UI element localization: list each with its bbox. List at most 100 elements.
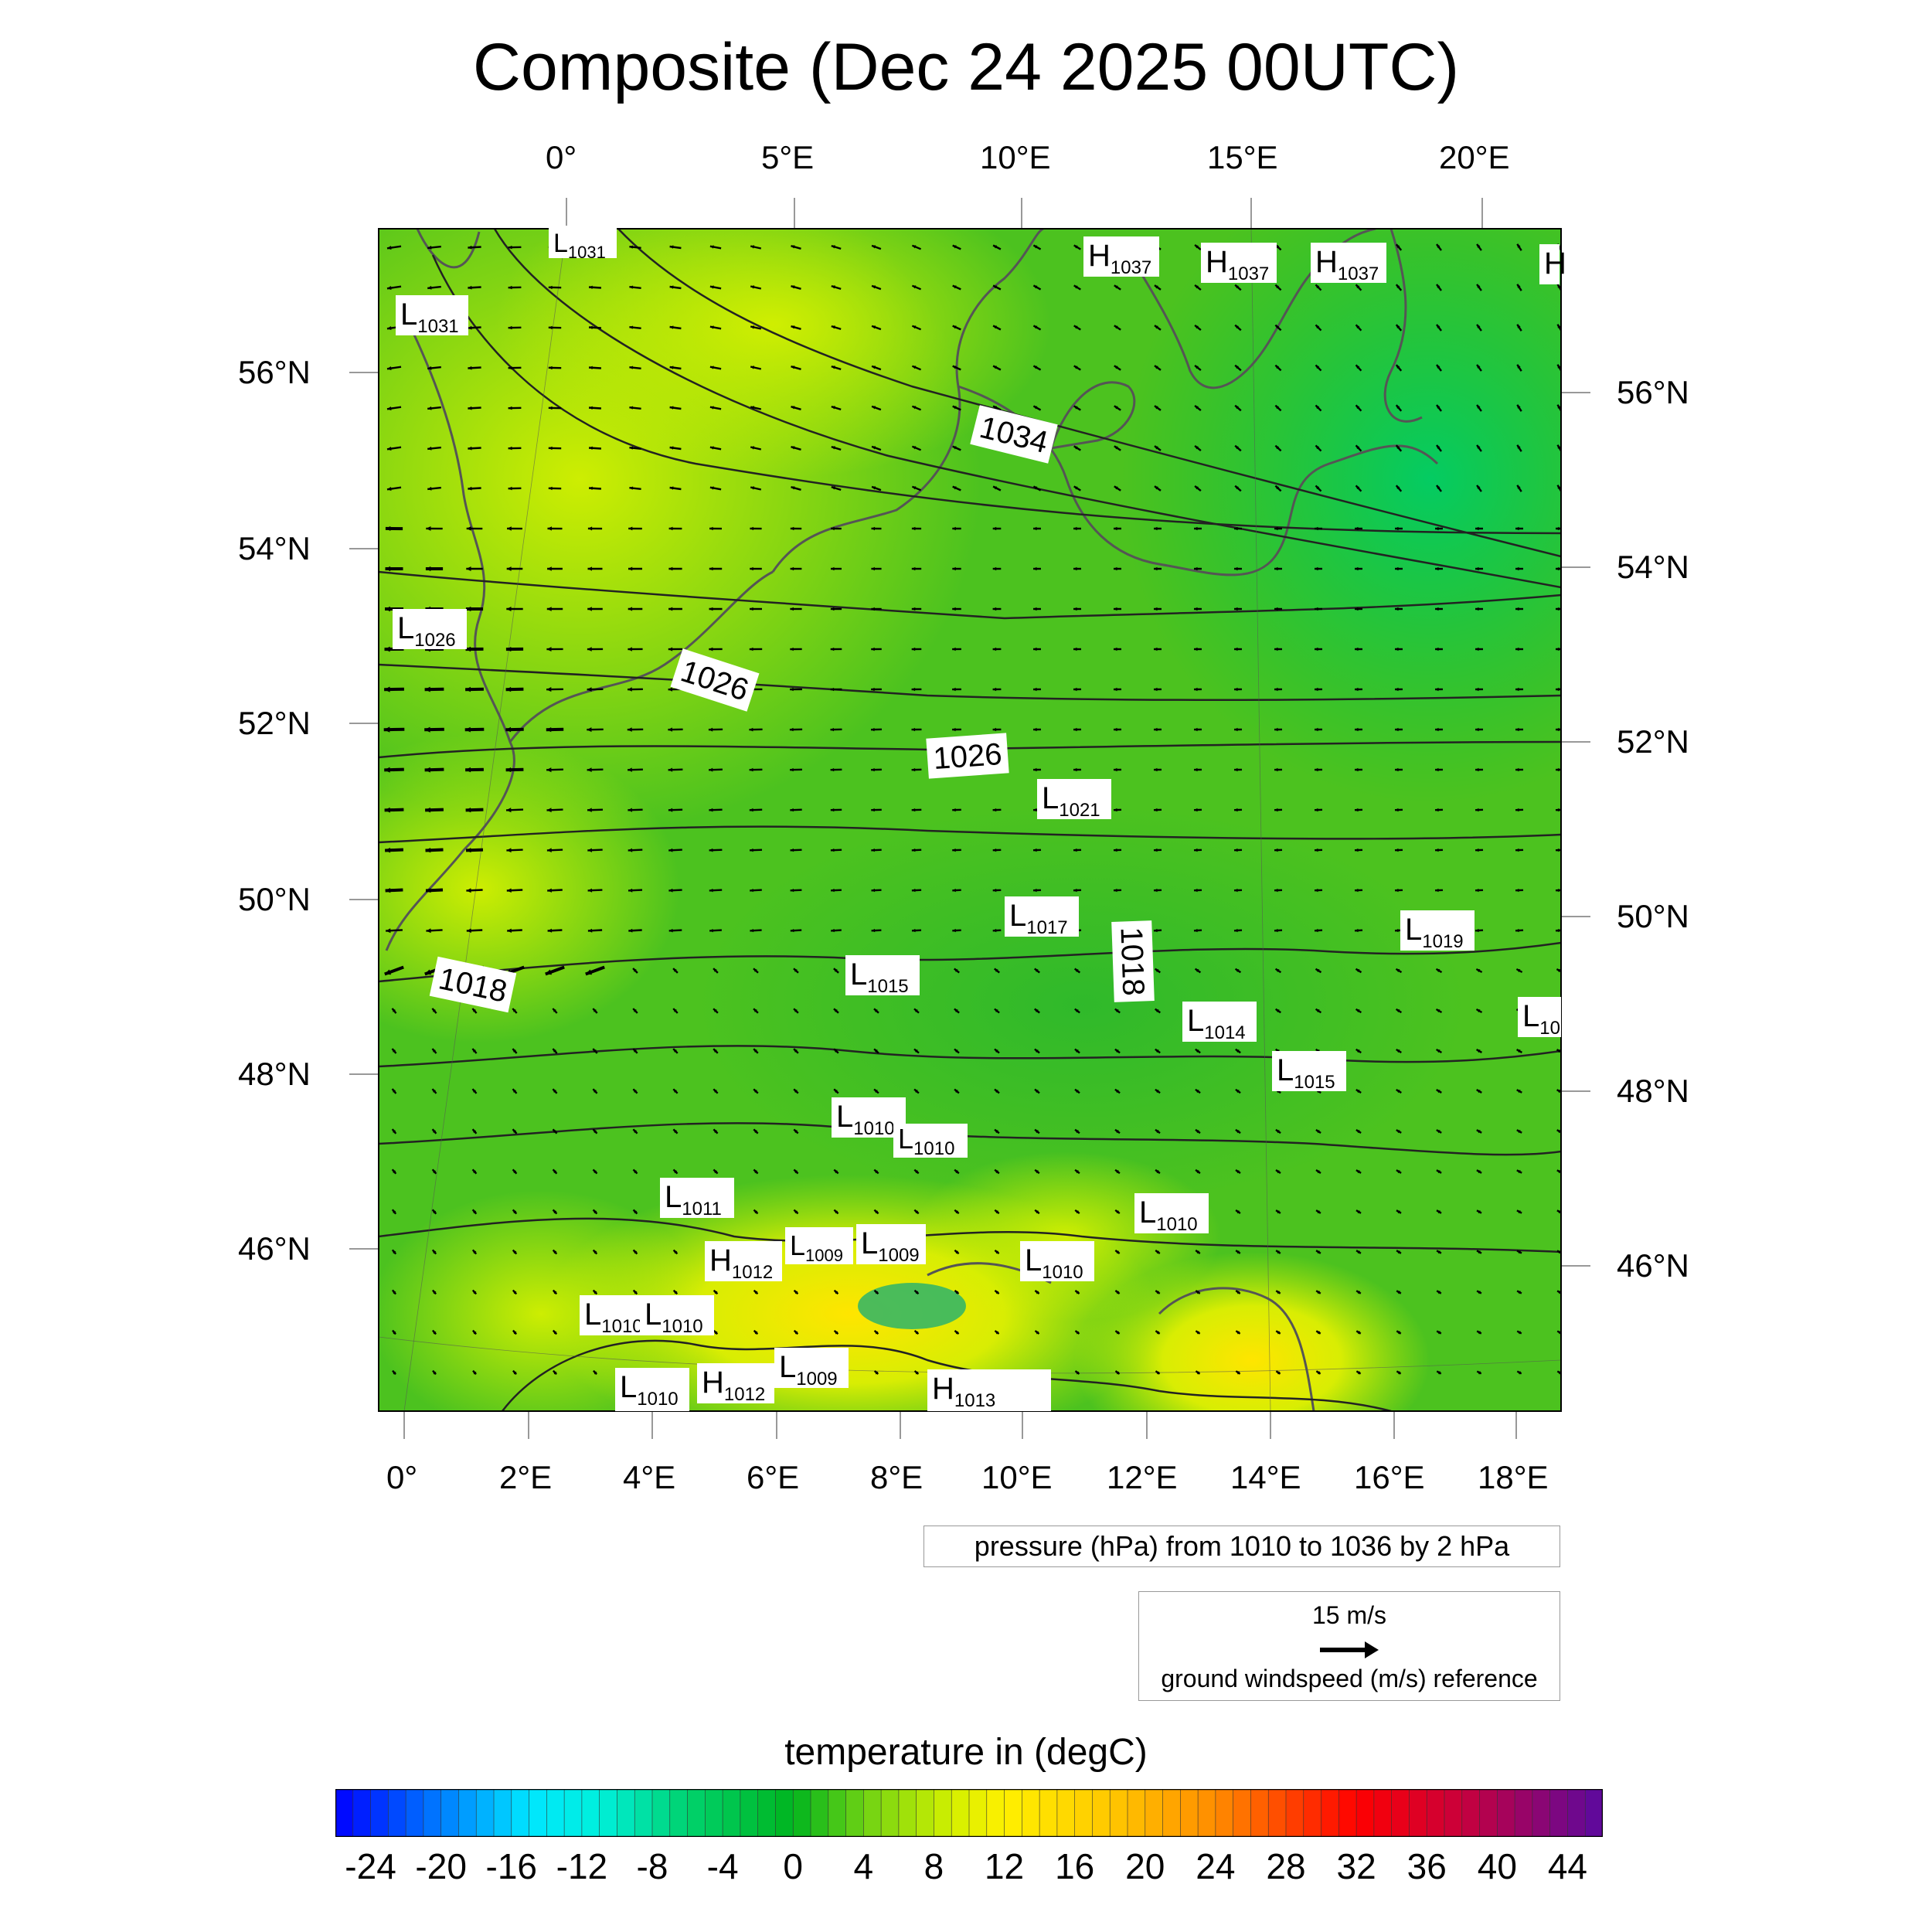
- wind-arrowhead: [954, 968, 958, 972]
- pressure-center-type: H: [1088, 239, 1111, 273]
- wind-arrowhead: [1276, 1250, 1281, 1254]
- wind-arrowhead: [1274, 607, 1278, 611]
- colorbar-tick-label: 8: [923, 1846, 944, 1886]
- wind-arrowhead: [432, 1129, 437, 1133]
- wind-arrowhead: [1073, 325, 1078, 329]
- wind-arrowhead: [387, 366, 392, 371]
- wind-arrowhead: [794, 1330, 798, 1335]
- pressure-center-type: L: [1405, 913, 1422, 947]
- wind-arrowhead: [709, 808, 713, 812]
- wind-arrowhead: [911, 808, 916, 812]
- pressure-center: H1037: [1201, 243, 1277, 284]
- wind-arrowhead: [1395, 566, 1399, 571]
- pressure-center-value: 1031: [417, 316, 458, 337]
- wind-arrowhead: [1396, 365, 1400, 369]
- map-title: Composite (Dec 24 2025 00UTC): [472, 30, 1460, 104]
- wind-arrowhead: [834, 1209, 838, 1214]
- wind-arrowhead: [1154, 526, 1158, 531]
- wind-arrowhead: [1033, 245, 1038, 249]
- wind-arrowhead: [1515, 848, 1519, 852]
- wind-arrowhead: [1234, 888, 1238, 893]
- wind-arrowhead: [831, 285, 835, 289]
- wind-arrowhead: [1155, 1129, 1159, 1134]
- wind-arrowhead: [1195, 1089, 1199, 1094]
- pressure-center-type: L: [1277, 1053, 1294, 1087]
- wind-arrowhead: [1155, 325, 1158, 329]
- wind-arrowhead: [1476, 1130, 1481, 1134]
- wind-arrowhead: [506, 888, 512, 893]
- wind-arrowhead: [1035, 1169, 1039, 1174]
- wind-arrowhead: [465, 646, 471, 652]
- isobar-label-text: 1026: [932, 737, 1003, 776]
- svg-text:H1037: H1037: [1206, 245, 1269, 284]
- wind-arrowhead: [629, 446, 634, 450]
- svg-text:L1009: L1009: [861, 1226, 920, 1266]
- wind-arrowhead: [1315, 808, 1318, 812]
- wind-arrowhead: [553, 1370, 557, 1375]
- colorbar-tick-label: 16: [1055, 1846, 1095, 1886]
- wind-arrowhead: [506, 808, 512, 813]
- wind-arrowhead: [995, 1250, 999, 1254]
- wind-arrowhead: [587, 767, 592, 772]
- wind-arrowhead: [750, 285, 755, 289]
- pressure-center-value: 1010: [601, 1316, 642, 1337]
- wind-arrowhead: [385, 847, 391, 853]
- left-lat-tick: 52°N: [238, 705, 311, 741]
- right-lat-tick: 54°N: [1617, 549, 1689, 585]
- wind-arrowhead: [387, 447, 392, 451]
- pressure-center-value: 1017: [1026, 917, 1067, 938]
- wind-arrowhead: [589, 325, 593, 329]
- wind-arrowhead: [1275, 1009, 1280, 1013]
- wind-arrowhead: [425, 848, 431, 853]
- wind-arrowhead: [1275, 485, 1280, 490]
- wind-arrowhead: [587, 928, 593, 933]
- wind-arrowhead: [553, 1009, 556, 1012]
- wind-arrowhead: [427, 486, 432, 491]
- wind-arrowhead: [1236, 1170, 1240, 1174]
- wind-arrowhead: [593, 1009, 597, 1012]
- wind-arrowhead: [831, 366, 835, 369]
- wind-arrowhead: [1114, 647, 1117, 651]
- wind-arrowhead: [1435, 647, 1439, 651]
- pressure-center-type: H: [1544, 247, 1566, 281]
- colorbar-tick-label: 12: [984, 1846, 1025, 1886]
- colorbar-cell: [1355, 1789, 1375, 1837]
- wind-arrowhead: [834, 1330, 838, 1335]
- wind-arrowhead: [1155, 1009, 1159, 1012]
- wind-arrowhead: [1557, 485, 1561, 489]
- wind-arrowhead: [1517, 284, 1521, 288]
- wind-arrowhead: [589, 446, 593, 450]
- wind-arrowhead: [912, 928, 916, 933]
- colorbar-cell: [1004, 1789, 1023, 1837]
- wind-arrowhead: [952, 366, 957, 369]
- pressure-center-type: L: [1522, 999, 1539, 1033]
- wind-arrowhead: [628, 888, 633, 893]
- pressure-center: L1009: [774, 1348, 849, 1389]
- wind-arrowhead: [1316, 1170, 1320, 1174]
- wind-arrowhead: [1477, 243, 1481, 248]
- wind-arrowhead: [1234, 647, 1238, 651]
- wind-arrowhead: [1516, 1090, 1521, 1094]
- bottom-lon-tick: 6°E: [747, 1459, 800, 1495]
- wind-arrowhead: [1274, 566, 1278, 571]
- wind-arrowhead: [834, 1290, 838, 1294]
- colorbar-tick-label: 4: [853, 1846, 874, 1886]
- wind-arrowhead: [1114, 808, 1117, 812]
- wind-arrowhead: [673, 1290, 678, 1294]
- wind-arrowhead: [1477, 404, 1481, 409]
- pressure-center-type: L: [1139, 1196, 1156, 1230]
- wind-arrowhead: [1355, 1049, 1360, 1053]
- svg-text:H1037: H1037: [1315, 245, 1379, 284]
- wind-arrowhead: [465, 606, 471, 612]
- wind-arrowhead: [831, 526, 835, 531]
- wind-arrowhead: [1194, 566, 1198, 571]
- wind-arrowhead: [627, 727, 632, 732]
- wind-arrowhead: [1235, 365, 1239, 369]
- wind-arrowhead: [1477, 1210, 1481, 1214]
- wind-arrowhead: [1234, 767, 1238, 772]
- colorbar-cell: [1039, 1789, 1058, 1837]
- wind-arrowhead: [507, 928, 512, 933]
- pressure-center-type: L: [1025, 1243, 1042, 1277]
- wind-arrowhead: [1517, 444, 1521, 449]
- top-lon-tick: 0°: [546, 139, 577, 175]
